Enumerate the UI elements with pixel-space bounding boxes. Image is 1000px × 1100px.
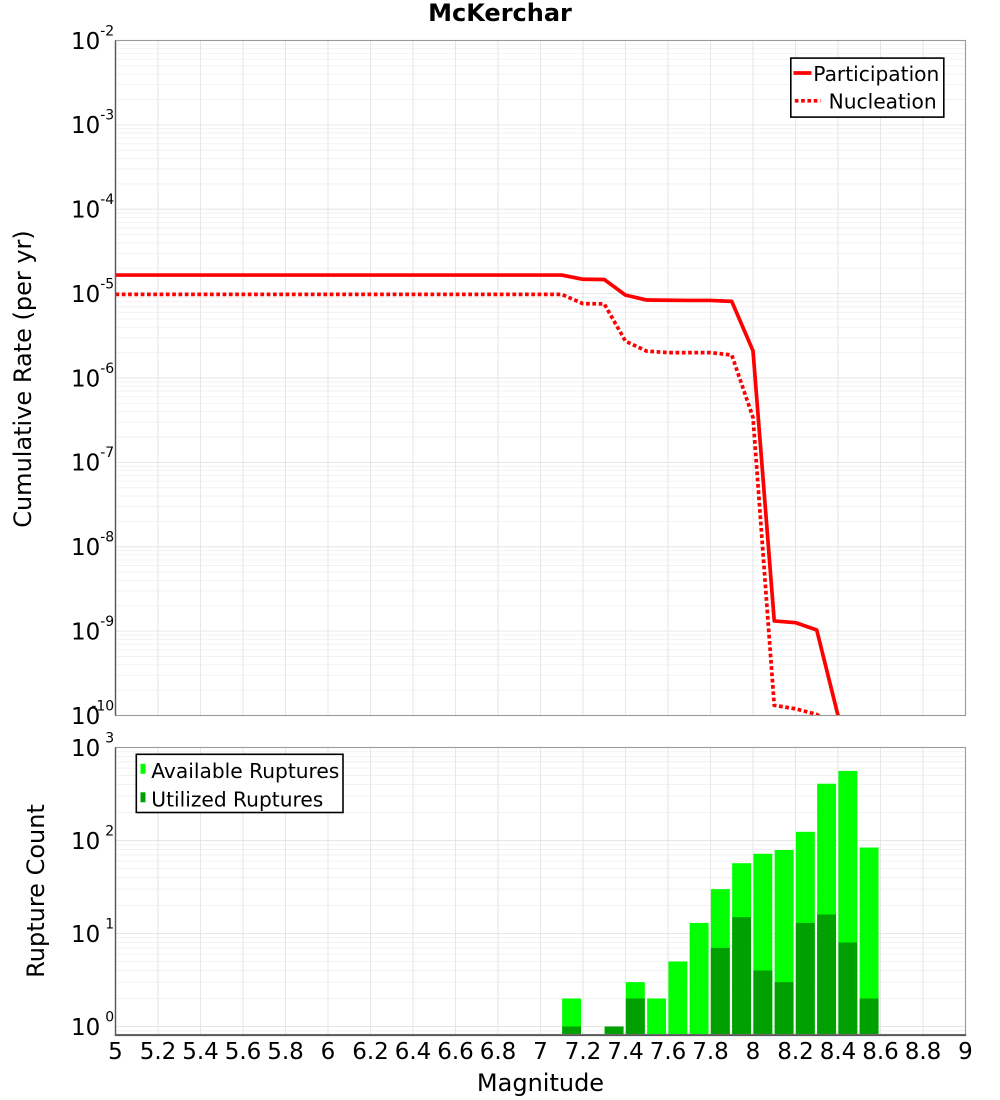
y-tick-exponent: -6 bbox=[100, 361, 114, 377]
y-tick-label: 10 bbox=[71, 1015, 100, 1041]
y-tick-exponent: -10 bbox=[91, 698, 114, 714]
x-tick-label: 7 bbox=[533, 1039, 548, 1065]
x-tick-label: 5.4 bbox=[182, 1039, 219, 1065]
utilized-ruptures-bar bbox=[604, 1026, 624, 1035]
y-tick-label: 10 bbox=[71, 535, 100, 561]
x-tick-label: 6.4 bbox=[395, 1039, 432, 1065]
top-panel: 10-210-310-410-510-610-710-810 -910-10 bbox=[71, 23, 967, 730]
x-tick-label: 8 bbox=[746, 1039, 761, 1065]
available-ruptures-swatch bbox=[140, 763, 146, 774]
x-tick-label: 5 bbox=[108, 1039, 123, 1065]
x-tick-label: 7.8 bbox=[692, 1039, 729, 1065]
x-tick-label: 7.2 bbox=[565, 1039, 602, 1065]
x-tick-label: 8.2 bbox=[777, 1039, 814, 1065]
x-tick-label: 6.8 bbox=[480, 1039, 517, 1065]
y-tick-exponent: 0 bbox=[105, 1009, 114, 1025]
x-tick-label: 6 bbox=[321, 1039, 336, 1065]
y-tick-label: 10 bbox=[71, 704, 100, 730]
utilized-ruptures-bar bbox=[817, 914, 837, 1035]
rupture-bars bbox=[562, 770, 879, 1035]
y-axis-label-bottom: Rupture Count bbox=[22, 804, 50, 978]
y-tick-label: 10 bbox=[71, 736, 100, 762]
y-tick-exponent: -8 bbox=[100, 530, 114, 546]
y-tick-label: 10 bbox=[71, 922, 100, 948]
chart-title: McKerchar bbox=[428, 0, 572, 27]
legend-label-utilized: Utilized Ruptures bbox=[151, 787, 323, 811]
rate-curves bbox=[115, 273, 840, 716]
y-tick-label: 10 bbox=[71, 198, 100, 224]
bottom-panel: 10 010 110 210 35 5.2 5.4 5.6 5.8 6 6.2 6.4 6.6 6.8 7 7… bbox=[71, 730, 973, 1065]
legend-bottom-box bbox=[135, 753, 344, 814]
legend-label-nucleation: Nucleation bbox=[829, 90, 937, 114]
utilized-ruptures-swatch bbox=[140, 792, 146, 803]
available-ruptures-bar bbox=[859, 847, 879, 1035]
legend-top: Participation Nucleation bbox=[789, 57, 945, 118]
y-tick-label: 10 bbox=[71, 829, 100, 855]
x-tick-label: 7.6 bbox=[650, 1039, 687, 1065]
y-tick-exponent: -9 bbox=[100, 614, 114, 630]
y-tick-label: 10 bbox=[71, 619, 100, 645]
utilized-ruptures-bar bbox=[625, 998, 645, 1035]
y-tick-exponent: -7 bbox=[100, 445, 114, 461]
y-tick-exponent: -2 bbox=[100, 23, 114, 39]
legend-label-participation: Participation bbox=[813, 62, 939, 86]
utilized-ruptures-bar bbox=[795, 922, 815, 1035]
available-ruptures-bar bbox=[562, 998, 582, 1035]
utilized-ruptures-bar bbox=[732, 917, 752, 1035]
y-tick-label: 10 bbox=[71, 113, 100, 139]
available-ruptures-bar bbox=[647, 998, 667, 1035]
x-tick-label: 7.4 bbox=[607, 1039, 644, 1065]
y-tick-label: 10 bbox=[71, 451, 100, 477]
participation-line bbox=[115, 273, 840, 716]
x-tick-label: 5.2 bbox=[140, 1039, 177, 1065]
y-tick-exponent: -3 bbox=[100, 108, 114, 124]
y-tick-exponent: 3 bbox=[105, 730, 114, 746]
x-tick-label: 8.4 bbox=[820, 1039, 857, 1065]
x-tick-label: 6.2 bbox=[352, 1039, 389, 1065]
utilized-ruptures-bar bbox=[774, 982, 794, 1035]
x-axis-label: Magnitude bbox=[477, 1069, 604, 1097]
y-tick-exponent: 1 bbox=[105, 916, 114, 932]
available-ruptures-bar bbox=[689, 922, 709, 1035]
utilized-ruptures-bar bbox=[838, 942, 858, 1035]
nucleation-line bbox=[115, 292, 822, 716]
available-ruptures-bar bbox=[668, 961, 688, 1035]
x-tick-label: 5.6 bbox=[225, 1039, 262, 1065]
utilized-ruptures-bar bbox=[753, 970, 773, 1035]
y-tick-exponent: 2 bbox=[105, 823, 114, 839]
legend-bottom: Available Ruptures Utilized Ruptures bbox=[135, 753, 344, 814]
legend-label-available: Available Ruptures bbox=[151, 759, 339, 783]
utilized-ruptures-bar bbox=[859, 998, 879, 1035]
y-tick-exponent: -5 bbox=[100, 276, 114, 292]
utilized-ruptures-bar bbox=[562, 1026, 582, 1035]
y-tick-label: 10 bbox=[71, 282, 100, 308]
utilized-ruptures-bar bbox=[710, 947, 730, 1035]
x-tick-label: 9 bbox=[958, 1039, 973, 1065]
y-tick-label: 10 bbox=[71, 29, 100, 55]
legend-top-box bbox=[789, 57, 945, 118]
y-axis-label-top: Cumulative Rate (per yr) bbox=[9, 230, 37, 528]
x-tick-label: 8.6 bbox=[862, 1039, 899, 1065]
x-tick-label: 6.6 bbox=[437, 1039, 474, 1065]
y-tick-exponent: -4 bbox=[100, 192, 114, 208]
y-tick-label: 10 bbox=[71, 366, 100, 392]
x-tick-label: 5.8 bbox=[267, 1039, 304, 1065]
x-tick-label: 8.8 bbox=[905, 1039, 942, 1065]
